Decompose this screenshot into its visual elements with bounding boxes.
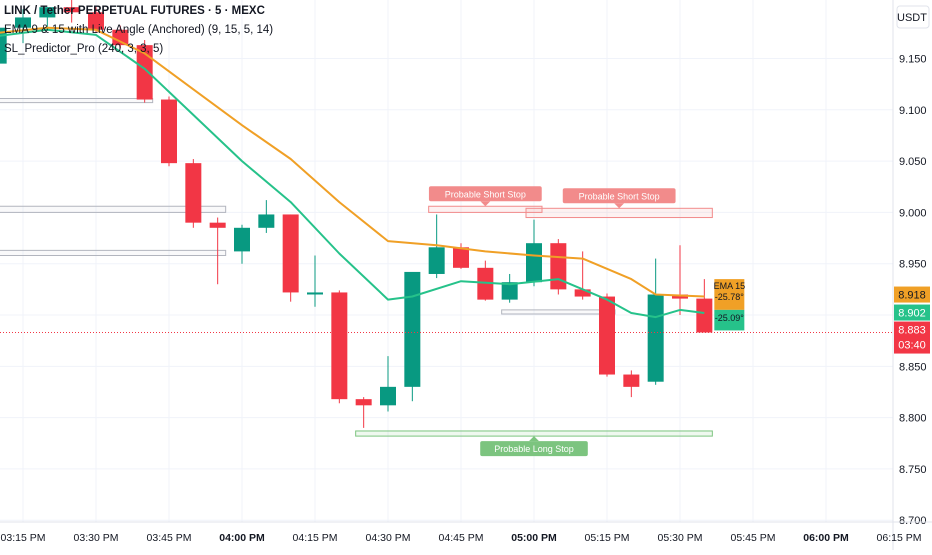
- candle-body: [331, 292, 348, 400]
- candle-body: [623, 374, 640, 387]
- candle-body: [136, 45, 153, 100]
- legend-symbol-title[interactable]: LINK / Tether PERPETUAL FUTURES · 5 · ME…: [4, 5, 265, 17]
- ema-box-title: EMA 15: [714, 281, 746, 291]
- stop-label-box: [562, 188, 676, 204]
- candle-body: [355, 399, 372, 406]
- x-tick-label: 05:45 PM: [731, 532, 776, 544]
- stop-zone-long: [355, 430, 713, 437]
- y-tick-label: 8.850: [899, 361, 927, 373]
- price-label-value: 8.883: [898, 325, 926, 337]
- candle-body: [15, 17, 31, 28]
- price-label-value: 8.918: [898, 290, 926, 302]
- candle-body: [526, 243, 542, 283]
- x-tick-label: 05:15 PM: [585, 532, 630, 544]
- legend-ema-indicator[interactable]: EMA 9 & 15 with Live Angle (Anchored) (9…: [4, 24, 274, 36]
- stop-label-text: Probable Long Stop: [494, 444, 574, 454]
- x-tick-label: 04:00 PM: [219, 532, 265, 544]
- legend: LINK / Tether PERPETUAL FUTURES · 5 · ME…: [4, 2, 273, 59]
- candle-body: [477, 267, 494, 300]
- stop-label-pointer: [529, 436, 539, 442]
- x-tick-label: 06:15 PM: [877, 532, 922, 544]
- time-axis-bg: [0, 522, 893, 550]
- y-tick-label: 8.750: [899, 464, 927, 476]
- candle-body: [112, 29, 129, 46]
- candle-body: [63, 7, 80, 13]
- y-tick-label: 9.000: [899, 207, 927, 219]
- y-tick-label: 8.950: [899, 259, 927, 271]
- candle-body: [428, 247, 445, 274]
- candle-body: [404, 271, 421, 387]
- price-label-time: 03:40: [898, 340, 926, 352]
- candle-body: [39, 7, 56, 18]
- candle-body: [88, 12, 104, 30]
- x-tick-label: 04:45 PM: [439, 532, 484, 544]
- stop-label-box: [428, 186, 542, 202]
- stop-zone-short: [525, 207, 713, 219]
- candle-body: [599, 296, 615, 375]
- stop-label-text: Probable Short Stop: [445, 189, 526, 199]
- y-tick-label: 8.800: [899, 413, 927, 425]
- price-label-bg: [894, 321, 930, 354]
- ema9-line: [0, 28, 705, 319]
- candle-body: [574, 289, 591, 297]
- x-tick-label: 05:00 PM: [511, 532, 557, 544]
- currency-label: USDT: [897, 12, 927, 24]
- ema9-angle-value: -25.09°: [715, 313, 745, 323]
- stop-label-pointer: [480, 201, 491, 207]
- stop-label-pointer: [614, 203, 625, 209]
- x-tick-label: 04:15 PM: [293, 532, 338, 544]
- stop-label-text: Probable Short Stop: [579, 191, 660, 201]
- candle-body: [501, 282, 518, 300]
- x-tick-label: 06:00 PM: [803, 532, 849, 544]
- stop-label-box: [480, 441, 588, 457]
- x-tick-label: 03:15 PM: [1, 532, 46, 544]
- ema15-angle-value: -25.78°: [715, 292, 745, 302]
- ema-lines: [0, 26, 705, 319]
- stop-zone-short: [428, 205, 543, 213]
- y-tick-label: 9.100: [899, 105, 927, 117]
- candle-body: [282, 214, 299, 293]
- candles: [0, 0, 713, 428]
- candle-body: [307, 292, 323, 295]
- y-tick-label: 9.150: [899, 53, 927, 65]
- candle-body: [672, 294, 688, 299]
- price-axis-bg: [893, 0, 932, 550]
- stop-zone-grey: [0, 205, 227, 213]
- x-tick-label: 03:30 PM: [74, 532, 119, 544]
- x-tick-label: 05:30 PM: [658, 532, 703, 544]
- price-label-value: 8.902: [898, 308, 926, 320]
- stop-zone-grey: [0, 98, 154, 104]
- candle-body: [380, 386, 396, 406]
- price-label-bg: [894, 304, 930, 321]
- candle-body: [0, 27, 7, 64]
- candle-body: [696, 298, 713, 333]
- y-tick-label: 8.700: [899, 515, 927, 527]
- candle-body: [209, 222, 226, 228]
- currency-button: [896, 5, 930, 29]
- legend-sl-indicator[interactable]: SL_Predictor_Pro (240, 3, 3, 5): [4, 43, 164, 55]
- x-tick-label: 03:45 PM: [147, 532, 192, 544]
- ema15-angle-box: [714, 279, 745, 310]
- candle-body: [161, 99, 177, 164]
- candle-body: [550, 243, 567, 290]
- candle-body: [453, 247, 469, 268]
- stop-zone-grey: [501, 309, 616, 315]
- y-tick-label: 9.050: [899, 156, 927, 168]
- candle-body: [185, 163, 202, 223]
- candle-body: [258, 214, 275, 228]
- annotations: Probable Short Stop Probable Short Stop Pr…: [0, 186, 893, 457]
- ema9-angle-box: [714, 309, 745, 331]
- stop-zone-grey: [0, 249, 227, 257]
- candle-body: [647, 294, 664, 382]
- x-tick-label: 04:30 PM: [366, 532, 411, 544]
- candle-body: [234, 227, 250, 252]
- price-label-bg: [894, 286, 930, 303]
- ema15-line: [0, 26, 705, 298]
